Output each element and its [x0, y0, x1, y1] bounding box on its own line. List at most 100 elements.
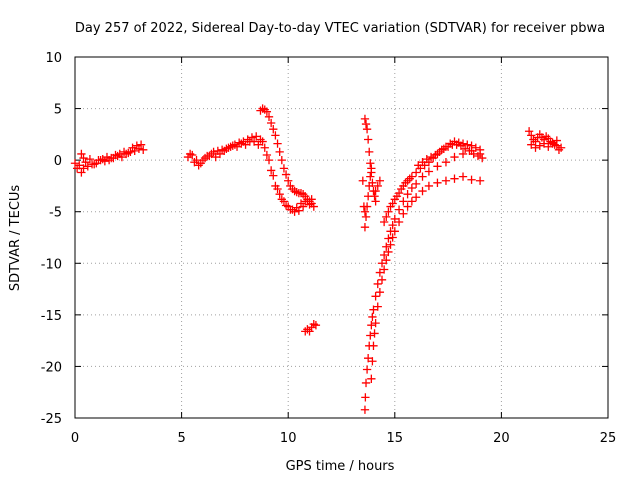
- data-point: [271, 181, 280, 191]
- data-point: [467, 141, 476, 150]
- data-point: [418, 158, 427, 167]
- data-point: [367, 374, 376, 383]
- data-point: [373, 279, 382, 289]
- data-point: [418, 172, 427, 181]
- data-point: [403, 202, 412, 211]
- data-point: [279, 197, 289, 206]
- data-point: [211, 152, 220, 162]
- data-point: [556, 143, 566, 152]
- y-tick-label: 5: [54, 103, 62, 118]
- y-tick-label: -5: [49, 206, 62, 221]
- data-point: [309, 202, 318, 211]
- data-point: [435, 147, 444, 157]
- data-point: [269, 171, 278, 180]
- x-tick-label: 25: [600, 431, 617, 446]
- x-tick-label: 0: [71, 431, 79, 446]
- data-point: [407, 183, 417, 193]
- chart-title: Day 257 of 2022, Sidereal Day-to-day VTE…: [75, 21, 605, 36]
- data-point: [382, 212, 391, 222]
- data-point: [228, 141, 237, 150]
- data-point: [414, 161, 423, 170]
- data-point: [139, 145, 148, 154]
- data-points: [70, 104, 566, 414]
- data-point: [258, 137, 267, 146]
- data-point: [377, 259, 387, 268]
- data-point: [375, 176, 385, 185]
- y-tick-label: -15: [41, 309, 62, 324]
- data-point: [284, 202, 293, 211]
- data-point: [478, 153, 487, 163]
- data-point: [292, 203, 301, 212]
- series-seg-1: [70, 140, 148, 177]
- data-point: [296, 199, 306, 208]
- data-point: [128, 143, 137, 152]
- data-point: [115, 149, 124, 159]
- series-seg-8: [379, 137, 487, 227]
- y-tick-label: -10: [41, 257, 62, 272]
- y-tick-label: -20: [41, 360, 62, 375]
- data-point: [237, 139, 246, 148]
- data-point: [102, 152, 112, 162]
- data-point: [379, 265, 389, 274]
- data-point: [441, 176, 451, 185]
- data-point: [264, 155, 274, 165]
- data-point: [384, 247, 393, 257]
- data-point: [360, 223, 370, 232]
- data-point: [375, 288, 385, 297]
- data-point: [469, 149, 478, 159]
- data-point: [458, 172, 468, 181]
- series-seg-5: [358, 114, 385, 232]
- data-point: [407, 172, 417, 181]
- grid-lines: [75, 57, 608, 418]
- data-point: [422, 154, 431, 164]
- data-point: [370, 329, 379, 338]
- data-point: [371, 318, 380, 328]
- data-point: [232, 142, 242, 151]
- data-point: [360, 207, 370, 216]
- data-point: [399, 209, 408, 218]
- data-point: [394, 217, 404, 227]
- data-point: [450, 174, 459, 183]
- plot-frame: [74, 56, 609, 419]
- data-point: [382, 242, 391, 251]
- data-point: [424, 167, 434, 176]
- data-point: [281, 170, 291, 179]
- x-tick-label: 5: [177, 431, 185, 446]
- data-point: [407, 197, 417, 206]
- data-point: [70, 159, 80, 168]
- data-point: [379, 250, 389, 260]
- y-tick-label: 0: [54, 154, 62, 169]
- series-seg-9: [524, 127, 566, 154]
- data-point: [249, 137, 259, 146]
- data-point: [377, 275, 387, 284]
- x-axis-label: GPS time / hours: [286, 459, 395, 474]
- series-seg-6: [360, 146, 485, 414]
- data-point: [368, 178, 377, 187]
- data-point: [364, 192, 373, 201]
- data-point: [475, 145, 485, 154]
- data-point: [473, 151, 483, 161]
- data-point: [361, 119, 371, 129]
- data-point: [360, 114, 370, 124]
- data-point: [275, 147, 284, 157]
- data-point: [111, 150, 120, 160]
- data-point: [358, 176, 367, 185]
- data-point: [431, 150, 440, 160]
- data-point: [375, 268, 385, 277]
- data-point: [382, 256, 391, 265]
- data-point: [271, 131, 280, 140]
- series-seg-2: [183, 132, 316, 216]
- data-point: [224, 143, 233, 152]
- data-point: [369, 305, 378, 314]
- data-point: [366, 331, 375, 340]
- y-axis-label: SDTVAR / TECUs: [8, 185, 23, 292]
- data-point: [467, 175, 476, 184]
- x-tick-label: 15: [387, 431, 404, 446]
- data-point: [388, 233, 397, 242]
- data-point: [433, 162, 442, 171]
- data-point: [411, 179, 421, 189]
- data-point: [252, 132, 261, 141]
- data-point: [94, 155, 103, 165]
- data-point: [535, 141, 544, 150]
